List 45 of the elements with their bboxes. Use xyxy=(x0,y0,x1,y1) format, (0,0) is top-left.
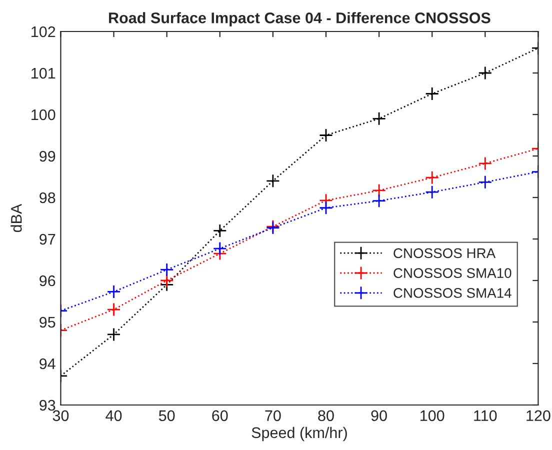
point xyxy=(425,185,440,200)
y-tick-label: 96 xyxy=(40,275,56,286)
chart-title: Road Surface Impact Case 04 - Difference CNOSSOS xyxy=(109,12,490,26)
x-tick-label: 100 xyxy=(420,410,444,422)
point xyxy=(372,184,386,198)
point xyxy=(372,194,386,208)
x-tick-label: 80 xyxy=(318,410,334,422)
point xyxy=(319,200,333,215)
x-axis-title: Speed (km/hr) xyxy=(252,426,347,442)
y-tick-label: 100 xyxy=(32,109,56,120)
point xyxy=(425,86,440,101)
y-tick-label: 94 xyxy=(40,358,56,370)
y-tick-label: 95 xyxy=(40,316,56,328)
y-tick-label: 97 xyxy=(40,234,56,245)
y-tick-label: 99 xyxy=(40,150,56,162)
point xyxy=(478,66,492,80)
legend-label: CNOSSOS SMA14 xyxy=(394,288,512,298)
y-tick-label: 93 xyxy=(40,400,56,411)
legend-label: CNOSSOS HRA xyxy=(394,248,496,258)
x-tick-label: 90 xyxy=(371,410,387,422)
point xyxy=(106,302,121,316)
y-tick-label: 102 xyxy=(32,26,56,38)
point xyxy=(372,112,386,126)
x-tick-label: 110 xyxy=(474,410,497,422)
x-tick-label: 50 xyxy=(158,410,175,422)
point xyxy=(106,284,121,299)
x-tick-label: 60 xyxy=(212,410,228,422)
point xyxy=(160,262,174,277)
y-axis-title: dBA xyxy=(10,204,22,232)
x-tick-label: 40 xyxy=(106,410,122,422)
point xyxy=(266,174,280,188)
point xyxy=(212,224,227,238)
legend-label: CNOSSOS SMA10 xyxy=(394,268,512,278)
point xyxy=(478,156,492,170)
y-tick-label: 101 xyxy=(32,68,56,79)
point xyxy=(106,328,121,342)
point xyxy=(478,175,492,190)
y-tick-label: 98 xyxy=(40,192,56,204)
x-tick-label: 30 xyxy=(52,410,69,422)
point xyxy=(212,242,227,256)
point xyxy=(319,128,333,142)
x-tick-label: 120 xyxy=(526,410,550,422)
point xyxy=(160,274,174,288)
point xyxy=(425,170,440,185)
x-tick-label: 70 xyxy=(265,410,281,422)
